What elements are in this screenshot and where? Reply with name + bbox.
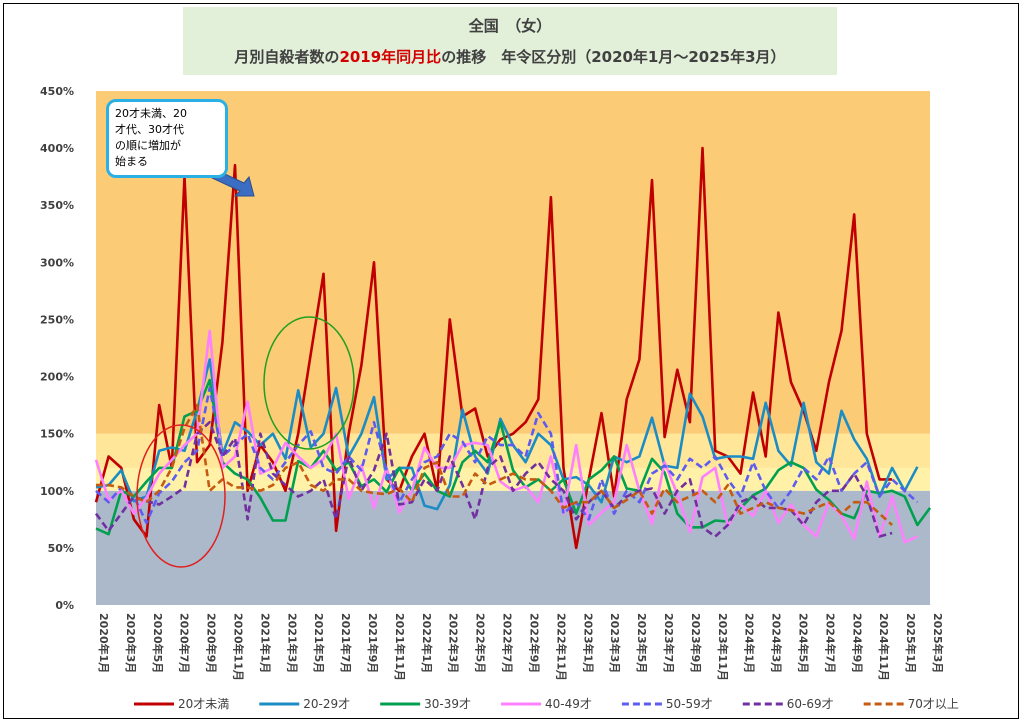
x-tick-label: 2022年7月 [501, 613, 515, 673]
highlight-ellipse-green [263, 316, 355, 450]
x-tick-label: 2020年1月 [97, 613, 111, 673]
y-tick-label: 300% [40, 256, 74, 269]
chart-title: 全国 （女） 月別自殺者数の2019年同月比の推移 年令区分別（2020年1月～… [183, 7, 837, 75]
x-tick-label: 2020年9月 [205, 613, 219, 673]
x-tick-label: 2024年5月 [796, 613, 810, 673]
x-tick-label: 2020年3月 [124, 613, 138, 673]
x-tick-label: 2024年9月 [850, 613, 864, 673]
legend-label: 40-49才 [545, 697, 592, 711]
y-tick-label: 250% [40, 313, 74, 326]
callout-annotation: 20才未満、20 才代、30才代 の順に増加が 始まる [106, 99, 228, 178]
x-tick-label: 2022年11月 [554, 613, 568, 681]
background-band [96, 490, 930, 605]
x-tick-label: 2024年7月 [823, 613, 837, 673]
title-part-highlight: 2019年同月比 [339, 48, 442, 66]
callout-line: 始まる [115, 155, 148, 168]
y-tick-label: 400% [40, 142, 74, 155]
legend-label: 50-59才 [666, 697, 713, 711]
x-tick-label: 2023年1月 [581, 613, 595, 673]
x-tick-label: 2023年3月 [608, 613, 622, 673]
callout-line: の順に増加が [115, 139, 181, 152]
x-tick-label: 2024年11月 [877, 613, 891, 681]
y-tick-label: 50% [48, 542, 74, 555]
y-tick-label: 350% [40, 199, 74, 212]
title-part-1: 月別自殺者数の [234, 48, 340, 66]
y-tick-label: 450% [40, 85, 74, 98]
y-tick-label: 0% [55, 599, 74, 612]
x-tick-label: 2022年3月 [447, 613, 461, 673]
callout-line: 才代、30才代 [115, 123, 184, 136]
series-line [96, 403, 893, 526]
legend-label: 20才未満 [178, 697, 229, 711]
x-tick-label: 2022年1月 [420, 613, 434, 673]
highlight-ellipse-red [136, 424, 226, 568]
x-tick-label: 2023年11月 [716, 613, 730, 681]
callout-line: 20才未満、20 [115, 107, 187, 120]
title-part-3: の推移 年令区分別（2020年1月～2025年3月） [441, 48, 786, 66]
x-tick-label: 2021年1月 [258, 613, 272, 673]
x-tick-label: 2020年7月 [178, 613, 192, 673]
x-tick-label: 2023年7月 [662, 613, 676, 673]
legend-label: 60-69才 [787, 697, 834, 711]
legend-label: 30-39才 [424, 697, 471, 711]
x-tick-label: 2025年3月 [931, 613, 945, 673]
chart-title-line-2: 月別自殺者数の2019年同月比の推移 年令区分別（2020年1月～2025年3月… [183, 46, 837, 67]
x-tick-label: 2022年5月 [474, 613, 488, 673]
x-tick-label: 2024年1月 [743, 613, 757, 673]
x-tick-label: 2021年9月 [366, 613, 380, 673]
series-line [94, 329, 918, 544]
x-tick-label: 2020年11月 [232, 613, 246, 681]
x-tick-label: 2021年7月 [339, 613, 353, 673]
background-band [96, 467, 930, 491]
x-tick-label: 2025年1月 [904, 613, 918, 673]
chart-title-line-1: 全国 （女） [468, 17, 552, 35]
x-tick-label: 2021年5月 [312, 613, 326, 673]
y-tick-label: 100% [40, 485, 74, 498]
x-tick-label: 2021年11月 [393, 613, 407, 681]
y-tick-label: 200% [40, 371, 74, 384]
x-tick-label: 2021年3月 [285, 613, 299, 673]
x-tick-label: 2022年9月 [527, 613, 541, 673]
x-tick-label: 2024年3月 [770, 613, 784, 673]
x-tick-label: 2023年9月 [689, 613, 703, 673]
y-tick-label: 150% [40, 428, 74, 441]
series-line [95, 378, 932, 536]
legend-label: 70才以上 [908, 697, 959, 711]
x-tick-label: 2020年5月 [151, 613, 165, 673]
series-line [94, 420, 893, 538]
legend-label: 20-29才 [303, 697, 350, 711]
x-tick-label: 2023年5月 [635, 613, 649, 673]
series-line [95, 358, 919, 511]
